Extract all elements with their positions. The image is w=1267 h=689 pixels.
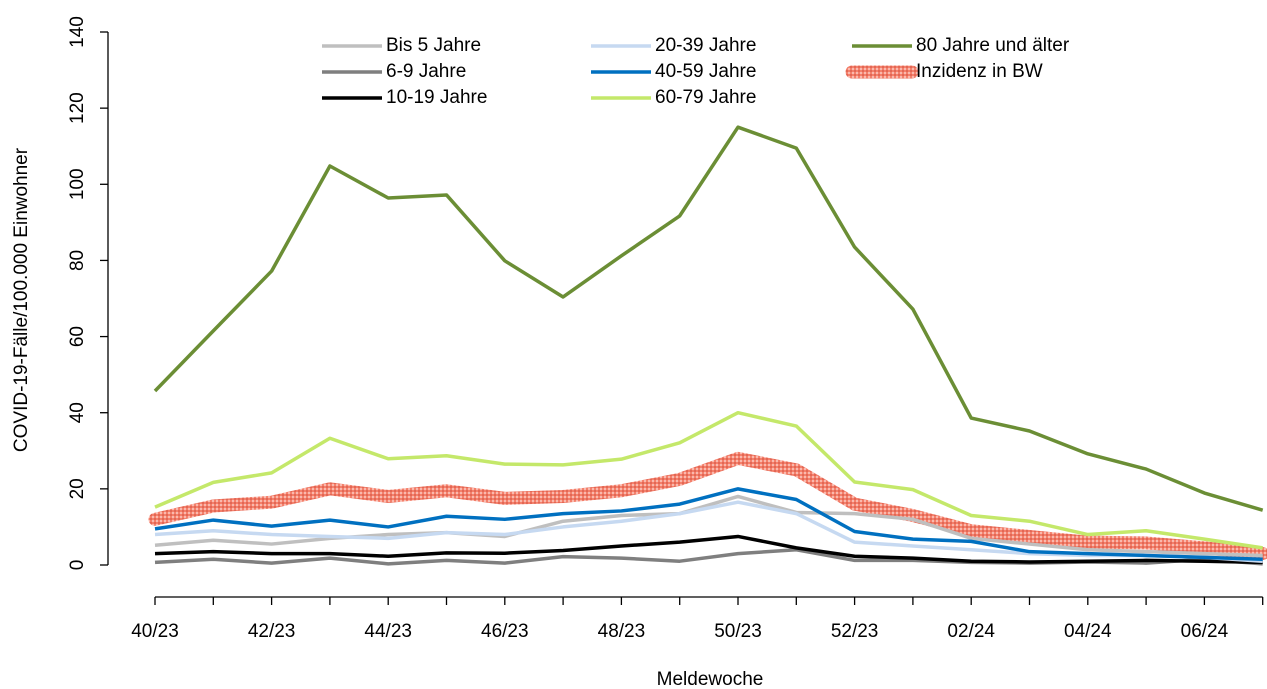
series-line [154,534,1263,565]
x-tick-label: 44/23 [364,621,412,642]
y-tick-label: 100 [67,168,88,200]
x-tick-label: 04/24 [1064,621,1112,642]
legend-label: 80 Jahre und älter [916,35,1070,56]
legend-label: 20-39 Jahre [655,35,756,56]
legend-label: Inzidenz in BW [916,61,1043,82]
x-tick-label: 52/23 [831,621,879,642]
y-tick-label: 0 [67,560,88,571]
x-tick-label: 46/23 [481,621,529,642]
y-tick-label: 20 [67,478,88,499]
x-tick-label: 06/24 [1181,621,1229,642]
x-tick-label: 42/23 [248,621,296,642]
y-tick-label: 60 [67,326,88,347]
legend-label: Bis 5 Jahre [386,35,481,56]
legend-label: 60-79 Jahre [655,87,756,108]
x-tick-label: 48/23 [598,621,646,642]
y-tick-label: 140 [67,16,88,48]
x-tick-label: 40/23 [131,621,179,642]
series-line [154,410,1263,550]
series-line [154,487,1263,562]
series-line [154,500,1263,563]
x-tick-label: 50/23 [714,621,762,642]
x-tick-label: 02/24 [947,621,995,642]
series-line [153,125,1264,512]
x-axis-label: Meldewoche [657,669,764,689]
y-axis-label: COVID-19-Fälle/100.000 Einwohner [11,147,32,452]
legend-label: 6-9 Jahre [386,61,466,82]
y-tick-label: 120 [67,92,88,124]
y-tick-label: 80 [67,250,88,271]
legend-label: 40-59 Jahre [655,61,756,82]
y-tick-label: 40 [67,402,88,423]
legend-label: 10-19 Jahre [386,87,487,108]
series-line [148,451,1267,561]
